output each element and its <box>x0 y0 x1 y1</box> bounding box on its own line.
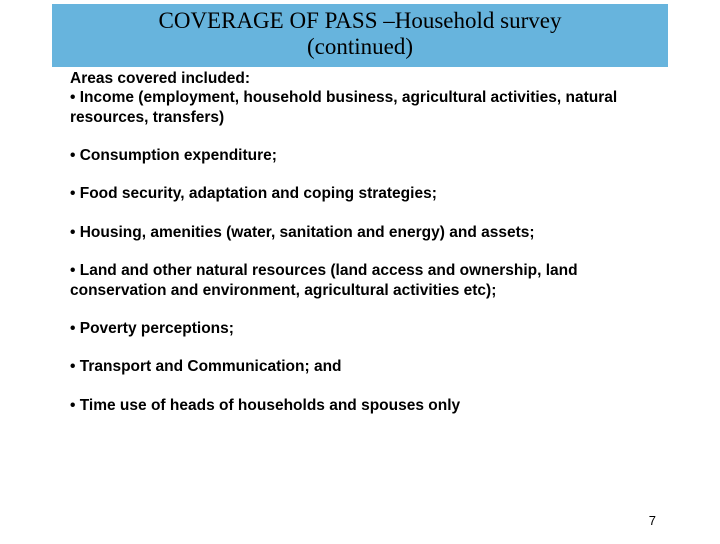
content-heading: Areas covered included: <box>70 69 650 88</box>
bullet-item: • Food security, adaptation and coping s… <box>70 184 650 203</box>
slide-title-line2: (continued) <box>60 34 660 60</box>
slide-title-bar: COVERAGE OF PASS –Household survey (cont… <box>52 4 668 67</box>
bullet-item: • Land and other natural resources (land… <box>70 261 650 300</box>
bullet-item: • Consumption expenditure; <box>70 146 650 165</box>
bullet-item: • Housing, amenities (water, sanitation … <box>70 223 650 242</box>
page-number: 7 <box>649 513 656 528</box>
slide-content: Areas covered included: • Income (employ… <box>0 67 720 415</box>
bullet-item: • Time use of heads of households and sp… <box>70 396 650 415</box>
bullet-item: • Income (employment, household business… <box>70 88 650 127</box>
bullet-item: • Poverty perceptions; <box>70 319 650 338</box>
slide-title-line1: COVERAGE OF PASS –Household survey <box>60 8 660 34</box>
bullet-item: • Transport and Communication; and <box>70 357 650 376</box>
